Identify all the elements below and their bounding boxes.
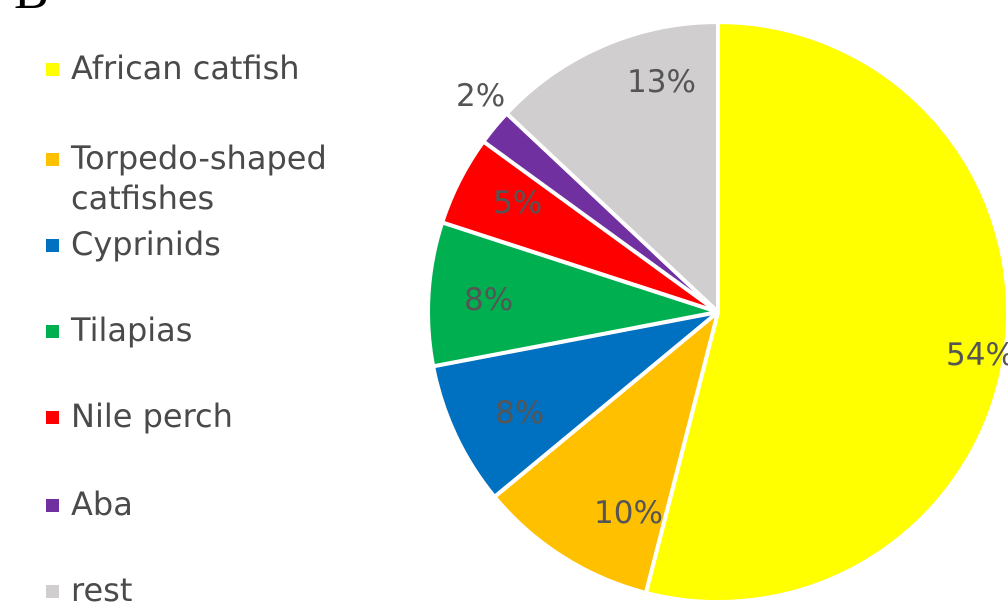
slice-label-rest: 13% (627, 64, 696, 100)
pie-slice-tilapias (426, 220, 720, 369)
pie-slice-cyprinids (431, 310, 720, 499)
legend-item-tilapias: Tilapias (46, 310, 371, 350)
legend-label-tilapias: Tilapias (71, 311, 193, 349)
legend-swatch-cyprinids (46, 239, 59, 252)
legend-label-aba: Aba (71, 485, 133, 523)
legend-swatch-nile-perch (46, 411, 59, 424)
legend-label-african-catfish: African catfish (71, 49, 300, 87)
legend-swatch-torpedo-shaped-catfishes (46, 153, 59, 166)
legend-swatch-aba (46, 499, 59, 512)
pie-slice-torpedo-shaped-catfishes (492, 310, 720, 595)
legend-swatch-tilapias (46, 325, 59, 338)
legend-item-torpedo-shaped-catfishes: Torpedo-shaped catfishes (46, 138, 371, 218)
slice-label-torpedo-shaped-catfishes: 10% (594, 495, 663, 531)
legend-label-cyprinids: Cyprinids (71, 225, 221, 263)
slice-label-cyprinids: 8% (495, 395, 544, 431)
pie-slice-rest (504, 20, 720, 314)
legend: African catfish Torpedo-shaped catfishes C… (0, 0, 420, 614)
panel-letter: B (14, 0, 49, 18)
legend-item-nile-perch: Nile perch (46, 396, 371, 436)
slice-label-tilapias: 8% (464, 282, 513, 318)
legend-item-aba: Aba (46, 484, 371, 524)
legend-label-rest: rest (71, 571, 133, 609)
legend-swatch-rest (46, 585, 59, 598)
pie-slice-african-catfish (643, 20, 1008, 604)
legend-label-torpedo-shaped-catfishes: Torpedo-shaped catfishes (71, 139, 327, 217)
legend-item-rest: rest (46, 570, 371, 610)
legend-item-cyprinids: Cyprinids (46, 224, 371, 264)
legend-swatch-african-catfish (46, 63, 59, 76)
legend-label-nile-perch: Nile perch (71, 397, 233, 435)
slice-label-nile-perch: 5% (493, 185, 542, 221)
slice-label-aba: 2% (456, 78, 505, 114)
legend-item-african-catfish: African catfish (46, 48, 371, 88)
slice-label-african-catfish: 54% (946, 337, 1008, 373)
